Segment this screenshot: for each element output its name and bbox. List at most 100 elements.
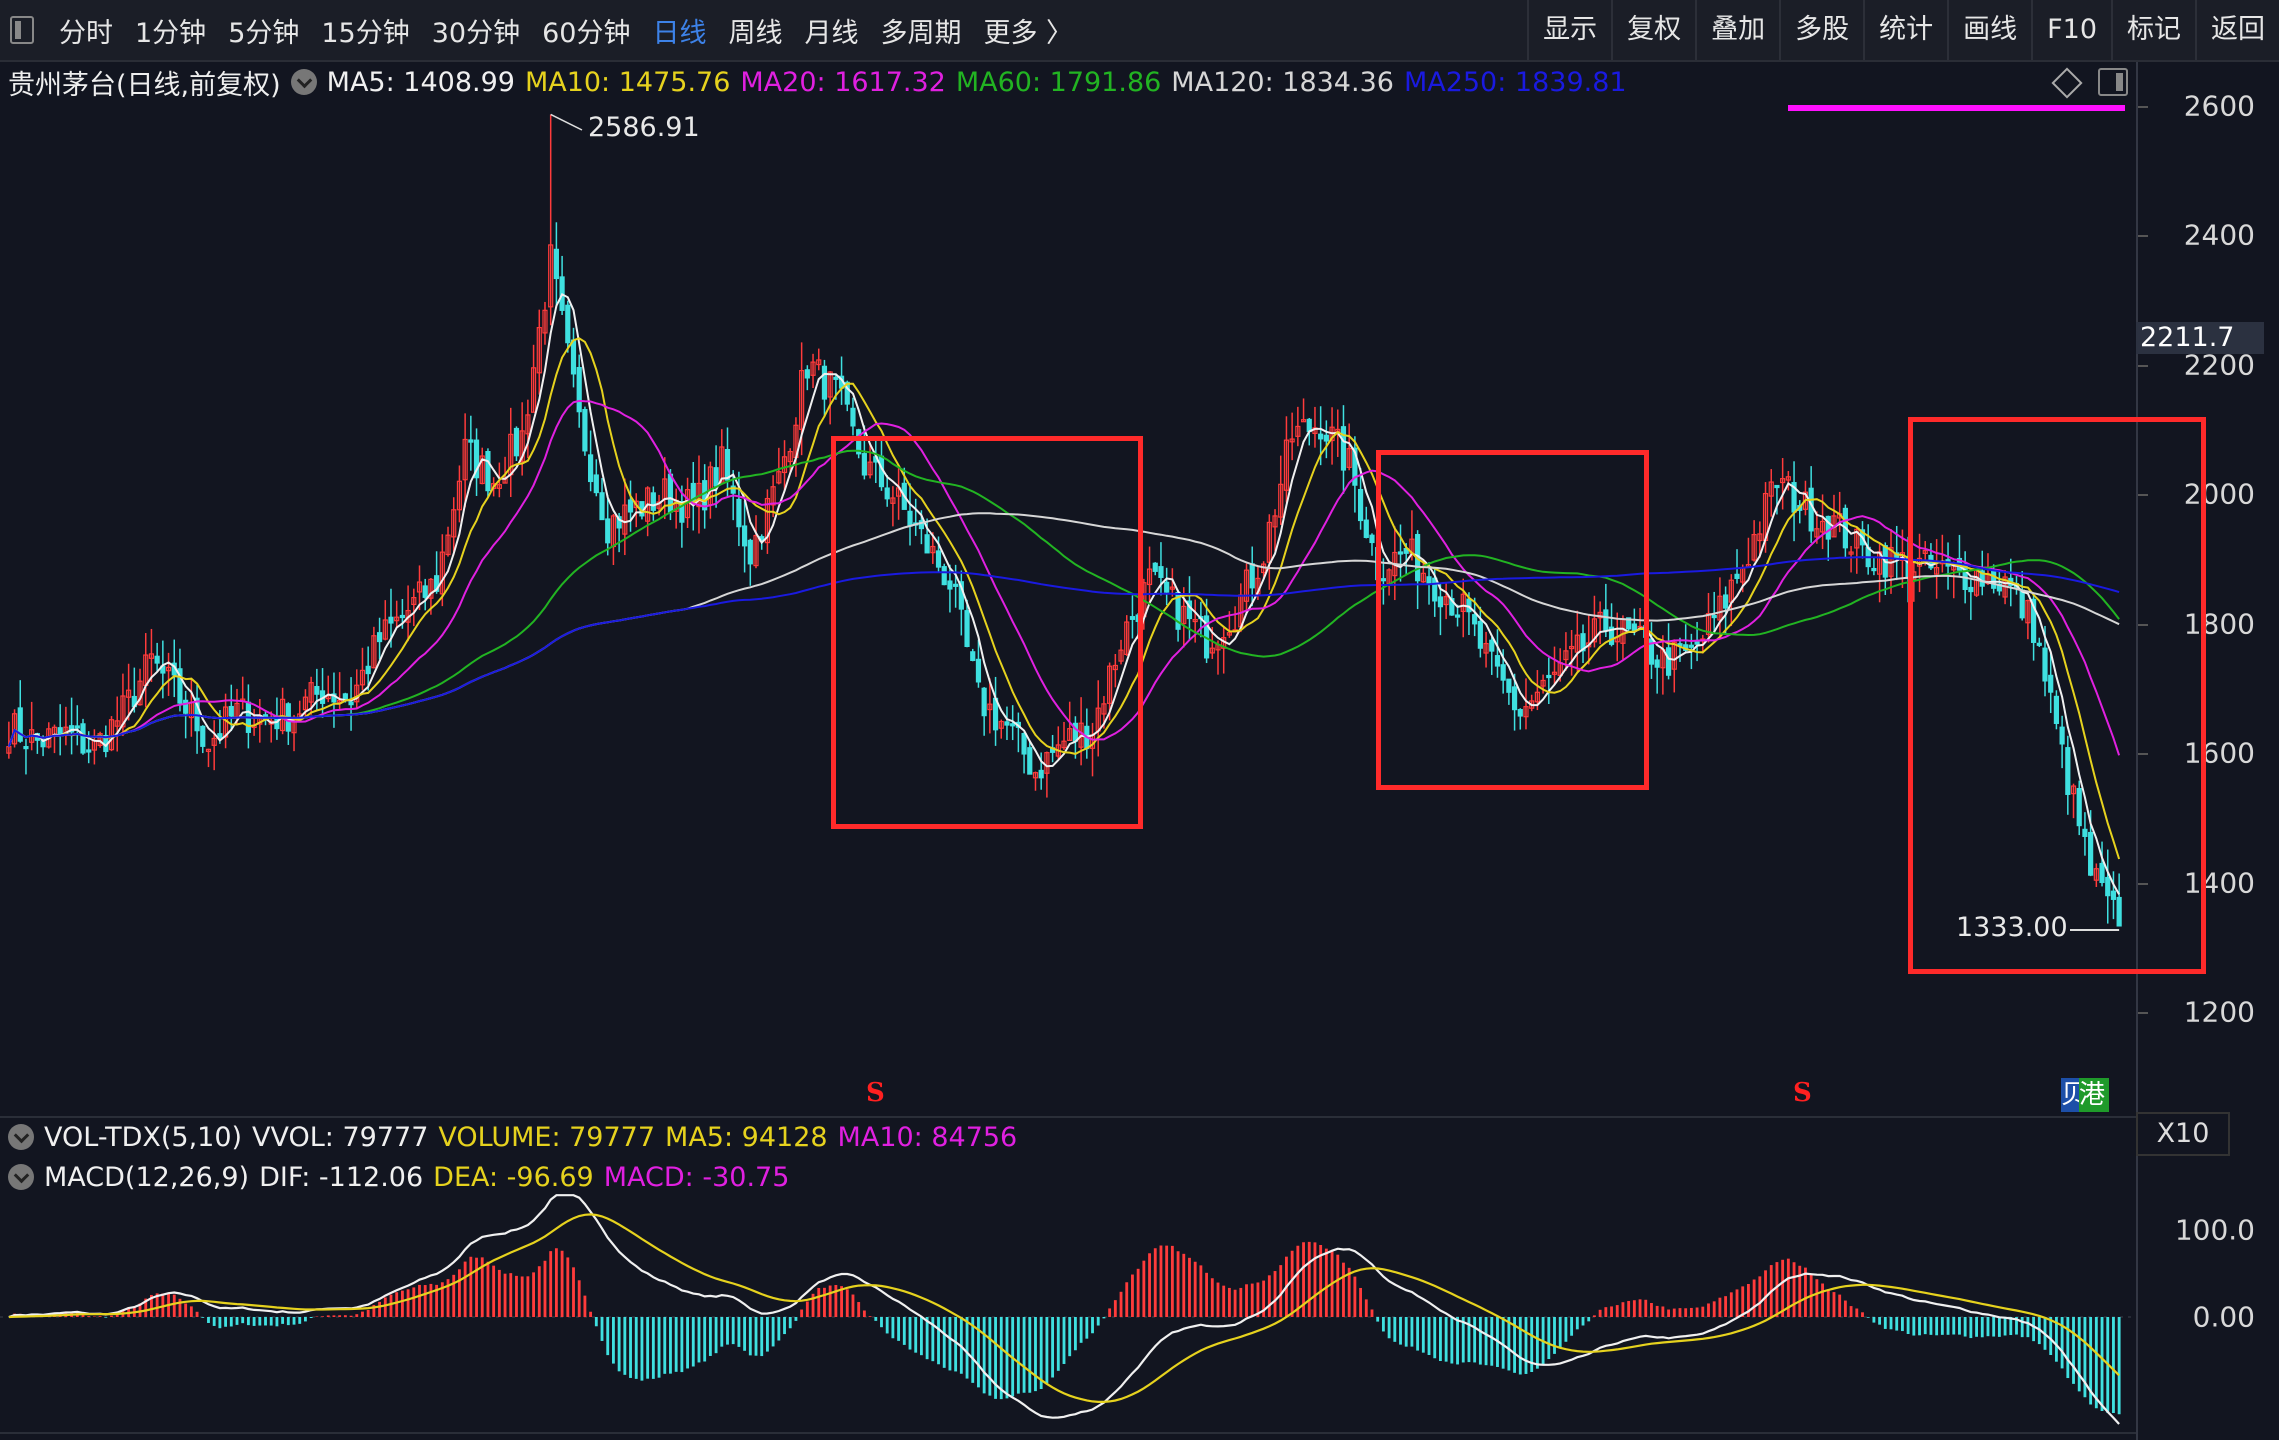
candle-body	[1854, 528, 1860, 549]
candle-body	[867, 461, 873, 476]
candle-body	[1181, 605, 1187, 625]
candle-body	[2042, 647, 2048, 682]
candle-body	[200, 725, 206, 747]
period-tabs: 分时 1分钟 5分钟 15分钟 30分钟 60分钟 日线 周线 月线 多周期 更多 〉	[10, 0, 1084, 60]
candle-body	[456, 480, 463, 511]
macd-legend: MACD(12,26,9) DIF: -112.06 DEA: -96.69 MACD…	[8, 1158, 789, 1196]
candle-body	[616, 516, 622, 529]
tab-period[interactable]: 日线	[652, 17, 707, 49]
candle-body	[108, 719, 115, 751]
candle-body	[2076, 787, 2082, 827]
toolbar-action-button[interactable]: 多股	[1779, 0, 1863, 60]
candle-body	[844, 381, 850, 405]
candle-body	[753, 534, 759, 567]
candle-body	[627, 499, 634, 513]
toolbar-action-button[interactable]: 复权	[1611, 0, 1695, 60]
legend-value: MA5: 94128	[665, 1121, 828, 1153]
tab-period[interactable]: 15分钟	[321, 17, 410, 49]
candle-body	[183, 699, 189, 714]
candle-body	[11, 713, 18, 745]
candle-body	[280, 698, 286, 732]
candle-body	[1323, 434, 1329, 442]
toolbar-action-button[interactable]: F10	[2031, 0, 2111, 60]
chevron-down-icon[interactable]	[8, 1164, 34, 1190]
candle-body	[833, 376, 839, 380]
candle-body	[1021, 732, 1027, 755]
candle-body	[890, 497, 896, 504]
candle-body	[576, 366, 582, 413]
tab-period[interactable]: 60分钟	[542, 17, 631, 49]
macd-scale-button[interactable]: X10	[2136, 1112, 2230, 1156]
candle-body	[1152, 562, 1158, 572]
candle-body	[970, 651, 976, 661]
candle-body	[1266, 521, 1272, 563]
toolbar-action-button[interactable]: 统计	[1863, 0, 1947, 60]
candle-body	[570, 339, 577, 375]
candle-body	[776, 471, 782, 484]
candle-body	[1489, 639, 1495, 652]
candle-body	[1129, 616, 1136, 620]
tab-period[interactable]: 月线	[804, 17, 859, 49]
candle-body	[1369, 534, 1375, 544]
candle-body	[1044, 752, 1050, 774]
toolbar-action-button[interactable]: 标记	[2111, 0, 2195, 60]
candle-body	[1169, 586, 1175, 590]
candle-body	[479, 455, 485, 485]
tab-period[interactable]: 5分钟	[228, 17, 300, 49]
candle-body	[850, 407, 856, 427]
badge-gang[interactable]: 港	[2079, 1078, 2109, 1112]
candle-body	[1346, 448, 1352, 468]
candle-body	[1871, 567, 1877, 572]
candle-body	[1209, 647, 1215, 654]
candle-body	[302, 696, 309, 711]
candle-body	[1278, 483, 1284, 518]
toolbar-action-button[interactable]: 画线	[1947, 0, 2031, 60]
panel-layout-icon[interactable]	[2098, 68, 2128, 96]
toolbar-action-button[interactable]: 叠加	[1695, 0, 1779, 60]
signal-mark[interactable]: S	[1793, 1078, 1812, 1108]
candle-body	[588, 454, 594, 483]
signal-mark[interactable]: S	[866, 1078, 885, 1108]
candle-body	[1768, 481, 1774, 497]
current-price-label: 2211.7	[2136, 322, 2264, 354]
tab-period[interactable]: 更多 〉	[983, 17, 1074, 49]
kline-chart[interactable]	[0, 0, 2136, 1440]
price-axis: 2600 2400 2200 2000 1800 1600 1400 1200 100.0 0.0…	[2136, 62, 2279, 1440]
candle-body	[548, 244, 554, 308]
candle-body	[211, 737, 217, 746]
chevron-down-icon[interactable]	[290, 69, 317, 95]
candle-body	[97, 733, 103, 747]
legend-value: MA250: 1839.81	[1403, 66, 1627, 98]
candle-body	[884, 487, 890, 500]
candle-body	[2025, 599, 2031, 624]
candle-body	[1569, 645, 1575, 650]
candle-body	[2048, 674, 2054, 693]
sidebar-toggle-icon[interactable]	[10, 16, 34, 44]
tab-period[interactable]: 周线	[728, 17, 783, 49]
chevron-down-icon[interactable]	[8, 1124, 34, 1150]
candle-body	[764, 497, 771, 544]
candle-body	[981, 687, 987, 717]
tab-period[interactable]: 多周期	[880, 17, 962, 49]
candle-body	[1112, 664, 1118, 671]
candle-body	[1483, 642, 1489, 654]
toolbar-action-button[interactable]: 返回	[2195, 0, 2279, 60]
candle-body	[2116, 896, 2122, 927]
candle-body	[1511, 686, 1518, 711]
tab-period[interactable]: 30分钟	[431, 17, 521, 49]
candle-body	[1819, 520, 1826, 533]
tab-period[interactable]: 1分钟	[135, 17, 207, 49]
candle-body	[205, 748, 212, 752]
badge-bei[interactable]: 贝	[2061, 1078, 2088, 1112]
tab-period[interactable]: 分时	[59, 17, 113, 49]
candle-body	[804, 369, 810, 379]
candle-body	[650, 492, 656, 511]
candle-body	[1591, 618, 1598, 643]
highlight-box	[1908, 417, 2206, 974]
candle-body	[314, 685, 320, 695]
toolbar-action-button[interactable]: 显示	[1527, 0, 1611, 60]
candle-body	[821, 365, 828, 400]
candle-body	[1300, 419, 1307, 423]
candle-body	[1477, 620, 1483, 649]
candle-body	[633, 500, 639, 509]
